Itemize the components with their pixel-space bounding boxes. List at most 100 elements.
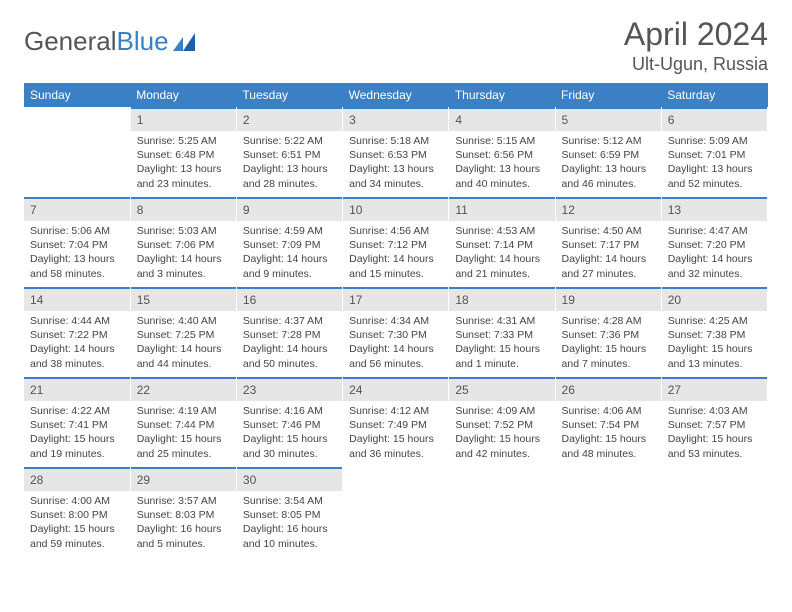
day-body: Sunrise: 5:06 AMSunset: 7:04 PMDaylight:… bbox=[24, 221, 130, 287]
day-body: Sunrise: 3:54 AMSunset: 8:05 PMDaylight:… bbox=[237, 491, 342, 557]
calendar-day-cell: 19Sunrise: 4:28 AMSunset: 7:36 PMDayligh… bbox=[555, 287, 661, 377]
day-number: 6 bbox=[662, 107, 767, 131]
sunset-text: Sunset: 6:59 PM bbox=[562, 148, 655, 162]
day-body: Sunrise: 4:56 AMSunset: 7:12 PMDaylight:… bbox=[343, 221, 448, 287]
calendar-table: Sunday Monday Tuesday Wednesday Thursday… bbox=[24, 83, 768, 557]
sunset-text: Sunset: 8:03 PM bbox=[137, 508, 230, 522]
sunrise-text: Sunrise: 4:50 AM bbox=[562, 224, 655, 238]
calendar-week-row: 28Sunrise: 4:00 AMSunset: 8:00 PMDayligh… bbox=[24, 467, 768, 557]
sunset-text: Sunset: 7:12 PM bbox=[349, 238, 442, 252]
brand-logo: GeneralBlue bbox=[24, 18, 195, 57]
sunset-text: Sunset: 7:22 PM bbox=[30, 328, 124, 342]
sunset-text: Sunset: 7:33 PM bbox=[455, 328, 548, 342]
sunset-text: Sunset: 7:41 PM bbox=[30, 418, 124, 432]
calendar-day-cell: 23Sunrise: 4:16 AMSunset: 7:46 PMDayligh… bbox=[236, 377, 342, 467]
calendar-body: 1Sunrise: 5:25 AMSunset: 6:48 PMDaylight… bbox=[24, 107, 768, 557]
day-number bbox=[449, 467, 554, 477]
calendar-day-cell bbox=[24, 107, 130, 197]
sunrise-text: Sunrise: 4:31 AM bbox=[455, 314, 548, 328]
title-block: April 2024 Ult-Ugun, Russia bbox=[624, 18, 768, 75]
day-number: 22 bbox=[131, 377, 236, 401]
sunrise-text: Sunrise: 4:16 AM bbox=[243, 404, 336, 418]
weekday-heading: Saturday bbox=[661, 83, 767, 107]
daylight-text: Daylight: 13 hours and 34 minutes. bbox=[349, 162, 442, 190]
day-body: Sunrise: 4:06 AMSunset: 7:54 PMDaylight:… bbox=[556, 401, 661, 467]
sunset-text: Sunset: 6:53 PM bbox=[349, 148, 442, 162]
sunrise-text: Sunrise: 4:28 AM bbox=[562, 314, 655, 328]
calendar-day-cell: 5Sunrise: 5:12 AMSunset: 6:59 PMDaylight… bbox=[555, 107, 661, 197]
daylight-text: Daylight: 14 hours and 32 minutes. bbox=[668, 252, 761, 280]
day-body: Sunrise: 4:47 AMSunset: 7:20 PMDaylight:… bbox=[662, 221, 767, 287]
day-number: 16 bbox=[237, 287, 342, 311]
sunset-text: Sunset: 7:36 PM bbox=[562, 328, 655, 342]
calendar-day-cell: 20Sunrise: 4:25 AMSunset: 7:38 PMDayligh… bbox=[661, 287, 767, 377]
daylight-text: Daylight: 14 hours and 44 minutes. bbox=[137, 342, 230, 370]
day-body: Sunrise: 4:44 AMSunset: 7:22 PMDaylight:… bbox=[24, 311, 130, 377]
daylight-text: Daylight: 14 hours and 38 minutes. bbox=[30, 342, 124, 370]
day-body: Sunrise: 5:18 AMSunset: 6:53 PMDaylight:… bbox=[343, 131, 448, 197]
calendar-day-cell: 11Sunrise: 4:53 AMSunset: 7:14 PMDayligh… bbox=[449, 197, 555, 287]
day-number: 19 bbox=[556, 287, 661, 311]
sunrise-text: Sunrise: 4:47 AM bbox=[668, 224, 761, 238]
sunrise-text: Sunrise: 4:59 AM bbox=[243, 224, 336, 238]
daylight-text: Daylight: 14 hours and 27 minutes. bbox=[562, 252, 655, 280]
sunset-text: Sunset: 7:06 PM bbox=[137, 238, 230, 252]
weekday-heading: Monday bbox=[130, 83, 236, 107]
daylight-text: Daylight: 15 hours and 53 minutes. bbox=[668, 432, 761, 460]
calendar-header-row: Sunday Monday Tuesday Wednesday Thursday… bbox=[24, 83, 768, 107]
sunset-text: Sunset: 7:44 PM bbox=[137, 418, 230, 432]
daylight-text: Daylight: 14 hours and 50 minutes. bbox=[243, 342, 336, 370]
day-body: Sunrise: 5:22 AMSunset: 6:51 PMDaylight:… bbox=[237, 131, 342, 197]
daylight-text: Daylight: 15 hours and 1 minute. bbox=[455, 342, 548, 370]
calendar-day-cell: 15Sunrise: 4:40 AMSunset: 7:25 PMDayligh… bbox=[130, 287, 236, 377]
sunrise-text: Sunrise: 3:57 AM bbox=[137, 494, 230, 508]
day-body: Sunrise: 4:59 AMSunset: 7:09 PMDaylight:… bbox=[237, 221, 342, 287]
calendar-day-cell: 2Sunrise: 5:22 AMSunset: 6:51 PMDaylight… bbox=[236, 107, 342, 197]
weekday-heading: Tuesday bbox=[236, 83, 342, 107]
day-body: Sunrise: 4:40 AMSunset: 7:25 PMDaylight:… bbox=[131, 311, 236, 377]
daylight-text: Daylight: 14 hours and 3 minutes. bbox=[137, 252, 230, 280]
day-number: 25 bbox=[449, 377, 554, 401]
day-body bbox=[343, 477, 448, 486]
calendar-day-cell: 13Sunrise: 4:47 AMSunset: 7:20 PMDayligh… bbox=[661, 197, 767, 287]
day-body: Sunrise: 4:03 AMSunset: 7:57 PMDaylight:… bbox=[662, 401, 767, 467]
day-body: Sunrise: 5:03 AMSunset: 7:06 PMDaylight:… bbox=[131, 221, 236, 287]
daylight-text: Daylight: 16 hours and 5 minutes. bbox=[137, 522, 230, 550]
day-number: 18 bbox=[449, 287, 554, 311]
sunrise-text: Sunrise: 4:44 AM bbox=[30, 314, 124, 328]
month-year: April 2024 bbox=[624, 18, 768, 50]
day-body: Sunrise: 3:57 AMSunset: 8:03 PMDaylight:… bbox=[131, 491, 236, 557]
calendar-week-row: 14Sunrise: 4:44 AMSunset: 7:22 PMDayligh… bbox=[24, 287, 768, 377]
day-body: Sunrise: 5:25 AMSunset: 6:48 PMDaylight:… bbox=[131, 131, 236, 197]
brand-part2: Blue bbox=[117, 26, 169, 57]
sunrise-text: Sunrise: 5:22 AM bbox=[243, 134, 336, 148]
sunrise-text: Sunrise: 4:25 AM bbox=[668, 314, 761, 328]
daylight-text: Daylight: 15 hours and 48 minutes. bbox=[562, 432, 655, 460]
sunrise-text: Sunrise: 4:22 AM bbox=[30, 404, 124, 418]
daylight-text: Daylight: 13 hours and 40 minutes. bbox=[455, 162, 548, 190]
daylight-text: Daylight: 16 hours and 10 minutes. bbox=[243, 522, 336, 550]
day-body: Sunrise: 4:00 AMSunset: 8:00 PMDaylight:… bbox=[24, 491, 130, 557]
sunset-text: Sunset: 7:04 PM bbox=[30, 238, 124, 252]
day-body: Sunrise: 4:09 AMSunset: 7:52 PMDaylight:… bbox=[449, 401, 554, 467]
sunrise-text: Sunrise: 4:09 AM bbox=[455, 404, 548, 418]
sunset-text: Sunset: 7:09 PM bbox=[243, 238, 336, 252]
calendar-day-cell: 4Sunrise: 5:15 AMSunset: 6:56 PMDaylight… bbox=[449, 107, 555, 197]
sunrise-text: Sunrise: 5:03 AM bbox=[137, 224, 230, 238]
day-number bbox=[556, 467, 661, 477]
daylight-text: Daylight: 13 hours and 23 minutes. bbox=[137, 162, 230, 190]
calendar-day-cell: 24Sunrise: 4:12 AMSunset: 7:49 PMDayligh… bbox=[343, 377, 449, 467]
day-number: 30 bbox=[237, 467, 342, 491]
sunrise-text: Sunrise: 4:37 AM bbox=[243, 314, 336, 328]
day-number: 10 bbox=[343, 197, 448, 221]
calendar-day-cell: 8Sunrise: 5:03 AMSunset: 7:06 PMDaylight… bbox=[130, 197, 236, 287]
day-body bbox=[449, 477, 554, 486]
day-number: 27 bbox=[662, 377, 767, 401]
sunset-text: Sunset: 8:05 PM bbox=[243, 508, 336, 522]
sunrise-text: Sunrise: 4:03 AM bbox=[668, 404, 761, 418]
sunset-text: Sunset: 7:28 PM bbox=[243, 328, 336, 342]
sunrise-text: Sunrise: 4:40 AM bbox=[137, 314, 230, 328]
weekday-heading: Wednesday bbox=[343, 83, 449, 107]
day-number: 13 bbox=[662, 197, 767, 221]
day-number: 3 bbox=[343, 107, 448, 131]
